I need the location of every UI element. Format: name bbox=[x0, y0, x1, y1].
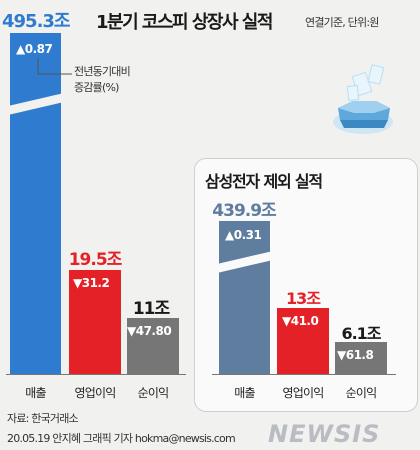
inset-sales-value-label: 439.9조 bbox=[212, 201, 276, 221]
inset-x-axis bbox=[212, 374, 396, 375]
credit-note: 20.05.19 안지혜 그래픽 기자 hokma@newsis.com bbox=[7, 432, 236, 445]
chart-title: 1분기 코스피 상장사 실적 bbox=[96, 12, 273, 33]
source-note: 자료: 한국거래소 bbox=[7, 412, 79, 425]
inset-category-label: 영업이익 bbox=[282, 386, 325, 400]
operating-profit-bar bbox=[69, 270, 121, 374]
inset-net-profit-bar bbox=[335, 342, 387, 374]
unit-note: 연결기준, 단위:원 bbox=[305, 16, 379, 29]
inset-axis-break bbox=[217, 251, 273, 273]
inset-net-profit-change-label: ▼61.8 bbox=[337, 348, 374, 362]
inset-operating-profit-bar bbox=[277, 308, 329, 374]
legend-leader-line bbox=[37, 58, 72, 75]
sales-change-label: ▲0.87 bbox=[16, 42, 53, 56]
newsis-logo: NEWSIS bbox=[268, 420, 381, 448]
category-label: 순이익 bbox=[137, 386, 170, 400]
x-axis bbox=[6, 374, 186, 375]
stock-exchange-icon bbox=[333, 64, 393, 134]
sales-bar bbox=[10, 33, 61, 374]
operating-profit-change-label: ▼31.2 bbox=[73, 276, 110, 290]
inset-category-label: 매출 bbox=[234, 386, 255, 400]
inset-operating-profit-value-label: 13조 bbox=[286, 289, 321, 308]
category-label: 매출 bbox=[25, 386, 46, 400]
net-profit-bar bbox=[127, 318, 179, 374]
category-label: 영업이익 bbox=[74, 386, 117, 400]
net-profit-change-label: ▼47.80 bbox=[127, 324, 172, 338]
inset-net-profit-value-label: 6.1조 bbox=[341, 324, 381, 343]
inset-category-label: 순이익 bbox=[345, 386, 378, 400]
change-legend-note: 전년동기대비 증감률(%) bbox=[74, 65, 131, 94]
operating-profit-value-label: 19.5조 bbox=[68, 250, 123, 270]
axis-break bbox=[8, 93, 64, 115]
inset-sales-bar bbox=[219, 221, 270, 374]
inset-title: 삼성전자 제외 실적 bbox=[205, 172, 323, 191]
sales-value-label: 495.3조 bbox=[2, 11, 71, 32]
inset-operating-profit-change-label: ▼41.0 bbox=[282, 314, 319, 328]
net-profit-value-label: 11조 bbox=[132, 299, 170, 319]
inset-sales-change-label: ▲0.31 bbox=[225, 228, 262, 242]
